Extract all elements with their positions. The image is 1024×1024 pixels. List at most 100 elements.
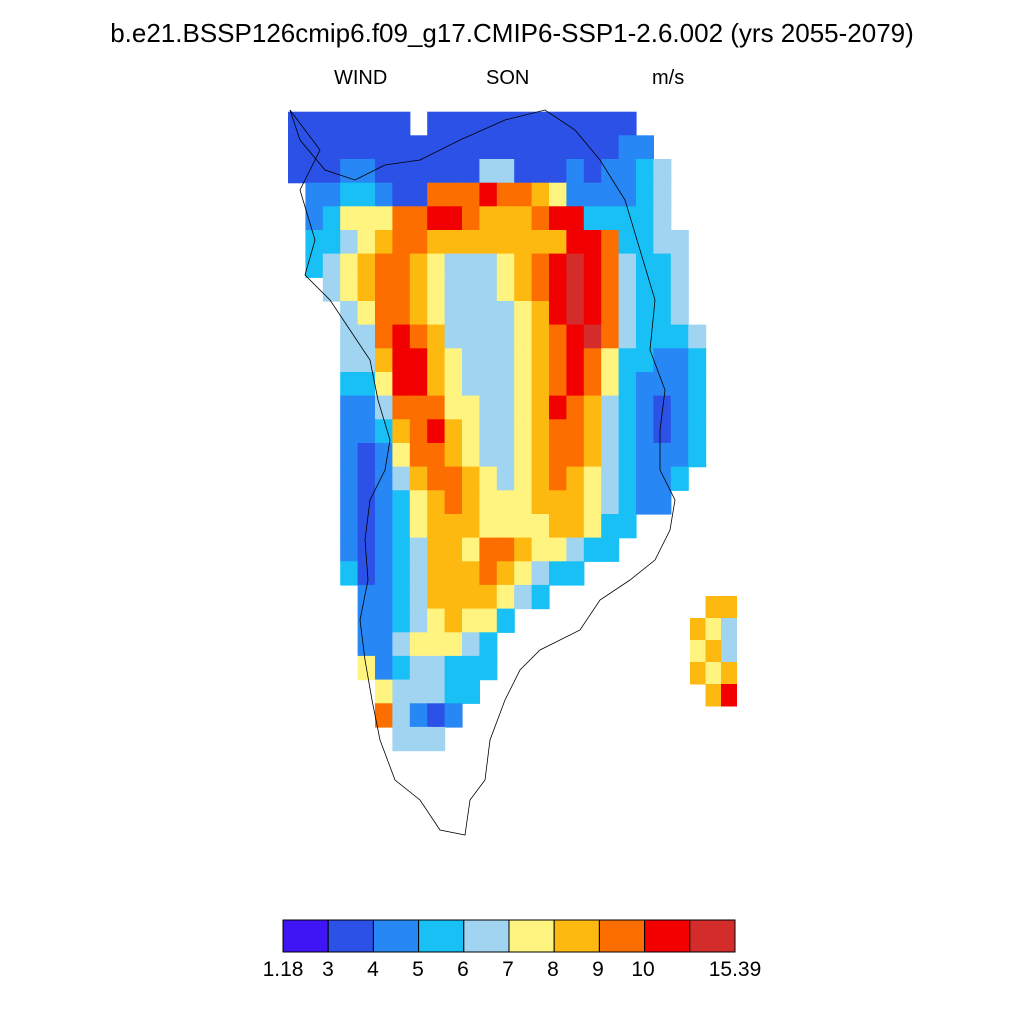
- grid-cell: [653, 301, 672, 326]
- legend-label: 1.18: [262, 958, 304, 981]
- grid-cell: [340, 466, 359, 491]
- grid-cell: [636, 419, 654, 444]
- grid-cell: [566, 372, 585, 397]
- legend-label: 5: [412, 958, 424, 981]
- grid-cell: [444, 395, 463, 420]
- legend-swatch: [327, 919, 374, 953]
- grid-cell: [531, 324, 550, 349]
- grid-cell: [444, 584, 463, 610]
- grid-cell: [601, 277, 620, 302]
- grid-cell: [531, 514, 550, 539]
- grid-cell: [479, 277, 498, 302]
- grid-cell: [479, 584, 498, 610]
- grid-cell: [496, 466, 515, 491]
- grid-cell: [322, 135, 341, 160]
- grid-cell: [583, 301, 602, 326]
- grid-cell: [721, 640, 737, 663]
- grid-cell: [670, 419, 689, 444]
- grid-cell: [340, 324, 359, 349]
- grid-cell: [409, 301, 428, 326]
- grid-cell: [705, 662, 722, 685]
- grid-cell: [427, 301, 446, 326]
- grid-cell: [636, 230, 654, 255]
- grid-cell: [636, 159, 654, 184]
- grid-cell: [427, 395, 446, 420]
- grid-cell: [340, 372, 359, 397]
- grid-cell: [375, 561, 393, 586]
- grid-cell: [444, 324, 463, 349]
- grid-cell: [549, 490, 567, 515]
- grid-cell: [357, 324, 376, 349]
- grid-cell: [409, 584, 428, 610]
- grid-cell: [531, 348, 550, 373]
- grid-cell: [514, 111, 533, 136]
- grid-cell: [427, 703, 446, 728]
- grid-cell: [409, 679, 428, 704]
- legend-swatch: [689, 919, 736, 953]
- grid-cell: [392, 726, 411, 752]
- grid-cell: [479, 419, 498, 444]
- grid-cell: [392, 490, 411, 515]
- grid-cell: [357, 419, 376, 444]
- grid-cell: [496, 490, 515, 515]
- grid-cell: [340, 277, 359, 302]
- grid-cell: [375, 395, 393, 420]
- grid-cell: [322, 182, 341, 207]
- grid-cell: [375, 348, 393, 373]
- grid-cell: [549, 561, 567, 586]
- grid-cell: [653, 490, 672, 515]
- grid-cell: [566, 324, 585, 349]
- grid-cell: [409, 490, 428, 515]
- grid-cell: [340, 561, 359, 586]
- grid-cell: [636, 135, 654, 160]
- grid-cell: [462, 419, 480, 444]
- grid-cell: [618, 324, 637, 349]
- grid-cell: [479, 608, 498, 633]
- grid-cell: [322, 111, 341, 136]
- grid-cell: [653, 277, 672, 302]
- grid-cell: [375, 324, 393, 349]
- grid-cell: [531, 111, 550, 136]
- grid-cell: [444, 182, 463, 207]
- grid-cell: [340, 253, 359, 278]
- grid-cell: [636, 395, 654, 420]
- grid-cell: [427, 324, 446, 349]
- grid-cell: [340, 301, 359, 326]
- grid-cell: [375, 301, 393, 326]
- grid-cell: [375, 206, 393, 231]
- grid-cell: [653, 182, 672, 207]
- grid-cell: [531, 135, 550, 160]
- grid-cell: [531, 443, 550, 468]
- grid-cell: [357, 277, 376, 302]
- grid-cell: [462, 111, 480, 136]
- grid-cell: [636, 490, 654, 515]
- legend-label: 10: [631, 958, 655, 981]
- grid-cell: [357, 206, 376, 231]
- grid-cell: [653, 348, 672, 373]
- grid-cell: [427, 348, 446, 373]
- grid-cell: [531, 206, 550, 231]
- grid-cell: [496, 324, 515, 349]
- grid-cell: [375, 490, 393, 515]
- grid-cell: [514, 301, 533, 326]
- grid-cell: [375, 514, 393, 539]
- grid-cell: [462, 608, 480, 633]
- grid-cell: [357, 395, 376, 420]
- grid-cell: [340, 111, 359, 136]
- grid-cell: [288, 135, 306, 160]
- grid-cell: [462, 632, 480, 657]
- grid-cell: [566, 490, 585, 515]
- grid-cell: [427, 514, 446, 539]
- grid-cell: [531, 419, 550, 444]
- grid-cell: [444, 632, 463, 657]
- grid-cell: [514, 324, 533, 349]
- grid-cell: [375, 632, 393, 657]
- grid-cell: [549, 537, 567, 562]
- grid-cell: [392, 277, 411, 302]
- grid-cell: [601, 159, 620, 184]
- grid-cell: [462, 230, 480, 255]
- grid-cell: [409, 561, 428, 586]
- grid-cell: [375, 608, 393, 633]
- grid-cell: [618, 443, 637, 468]
